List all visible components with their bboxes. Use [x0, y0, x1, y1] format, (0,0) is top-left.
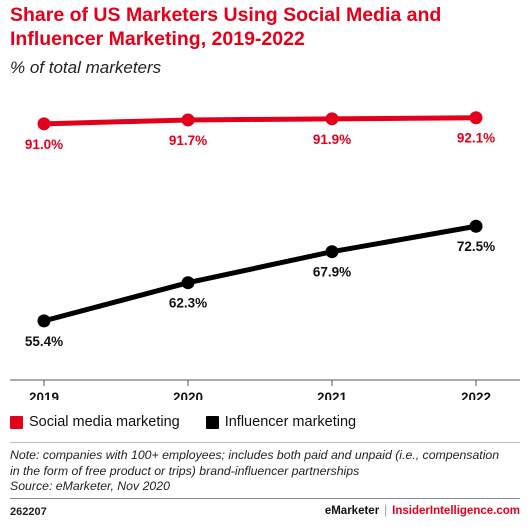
- data-point: [325, 112, 339, 126]
- x-tick-label: 2019: [29, 390, 59, 400]
- footer-divider: [10, 498, 520, 499]
- chart-id: 262207: [10, 506, 47, 518]
- brand-emarketer: eMarketer: [324, 505, 380, 517]
- data-label: 72.5%: [457, 239, 495, 254]
- source-text: Source: eMarketer, Nov 2020: [10, 479, 170, 493]
- chart-note: Note: companies with 100+ employees; inc…: [10, 448, 510, 495]
- x-tick-label: 2021: [317, 390, 348, 400]
- x-tick-label: 2020: [173, 390, 203, 400]
- series-line-0: [41, 115, 479, 127]
- legend-swatch-social-media: [10, 415, 23, 429]
- data-label: 62.3%: [169, 296, 207, 311]
- chart-subtitle: % of total marketers: [10, 58, 162, 77]
- brand-insider-intelligence: InsiderIntelligence.com: [392, 505, 520, 517]
- legend-swatch-influencer: [205, 415, 219, 429]
- legend-label-social-media: Social media marketing: [29, 414, 180, 430]
- data-label: 67.9%: [313, 265, 351, 280]
- data-point: [181, 113, 195, 127]
- legend-label-influencer: Influencer marketing: [224, 414, 357, 430]
- note-divider: [10, 442, 520, 443]
- data-label: 91.9%: [313, 132, 351, 147]
- data-point: [181, 276, 195, 290]
- data-point: [37, 314, 51, 328]
- legend: Social media marketing Influencer market…: [10, 414, 382, 430]
- data-label: 55.4%: [25, 334, 63, 349]
- data-point: [469, 111, 483, 125]
- chart-title: Share of US Marketers Using Social Media…: [10, 4, 442, 50]
- data-label: 91.7%: [169, 133, 207, 148]
- legend-item-social-media: Social media marketing: [10, 414, 180, 430]
- data-point: [469, 219, 483, 233]
- brand-footer: eMarketer | InsiderIntelligence.com: [325, 505, 520, 517]
- line-chart: 2019 2020 2021 2022 91.0% 91.7% 91.9% 92.1% 55.4…: [10, 111, 520, 400]
- series-line-1: [41, 223, 479, 324]
- data-label: 91.0%: [25, 137, 63, 152]
- brand-separator: |: [384, 505, 388, 517]
- note-text: Note: companies with 100+ employees; inc…: [10, 448, 500, 478]
- data-label: 92.1%: [457, 131, 495, 146]
- data-point: [37, 117, 51, 131]
- data-point: [325, 245, 339, 259]
- x-tick-label: 2022: [461, 390, 491, 400]
- legend-item-influencer: Influencer marketing: [205, 414, 357, 430]
